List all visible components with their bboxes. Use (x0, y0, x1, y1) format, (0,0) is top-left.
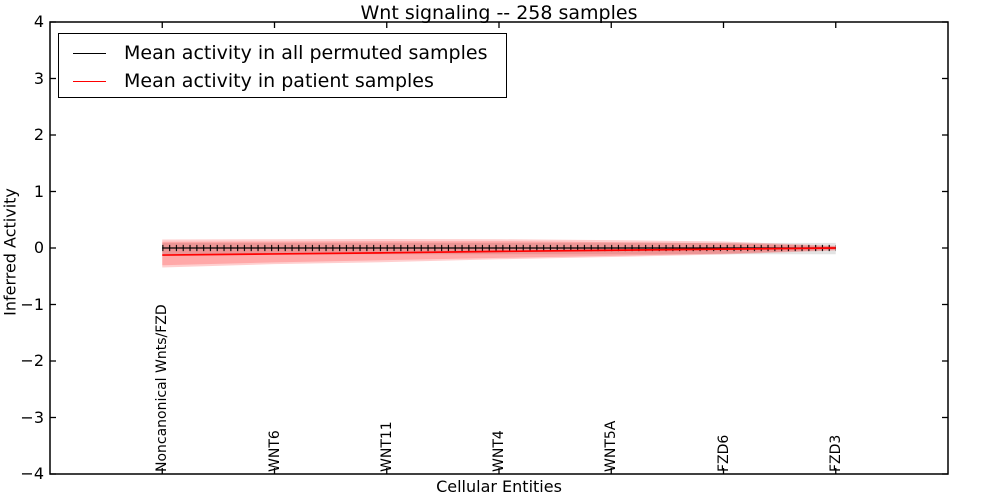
y-tick-label: −4 (20, 464, 44, 483)
x-tick-label: WNT6 (266, 430, 283, 472)
x-tick-label: Noncanonical Wnts/FZD (154, 304, 171, 472)
band-patient-samples-std-outer (162, 238, 836, 268)
y-tick-label: −1 (20, 294, 44, 314)
y-tick-label: 2 (33, 125, 44, 144)
x-tick-label: WNT5A (603, 420, 620, 472)
x-tick-label: WNT4 (491, 430, 507, 472)
chart-title: Wnt signaling -- 258 samples (360, 2, 638, 24)
y-tick-label: −3 (20, 407, 44, 427)
x-axis-label: Cellular Entities (436, 477, 562, 496)
legend-entry-permuted: Mean activity in all permuted samples (59, 39, 506, 67)
legend-box: Mean activity in all permuted samples Me… (58, 33, 507, 98)
legend-label: Mean activity in all permuted samples (124, 42, 488, 64)
y-tick-label: −2 (20, 351, 44, 370)
legend-entry-patient: Mean activity in patient samples (59, 67, 506, 95)
legend-line-sample-black (73, 52, 106, 54)
y-tick-label: 0 (33, 238, 44, 257)
legend-line-sample-red (73, 80, 106, 82)
x-tick-label: WNT11 (378, 421, 395, 472)
y-tick-label: 4 (33, 12, 44, 31)
y-tick-label: 1 (33, 181, 44, 201)
x-tick-label: FZD6 (715, 434, 732, 472)
legend-label: Mean activity in patient samples (124, 70, 434, 92)
x-tick-label: FZD3 (827, 434, 844, 472)
series-line-patient (162, 247, 836, 256)
band-patient-samples-std-inner (162, 241, 836, 266)
y-tick-label: 3 (33, 68, 44, 88)
